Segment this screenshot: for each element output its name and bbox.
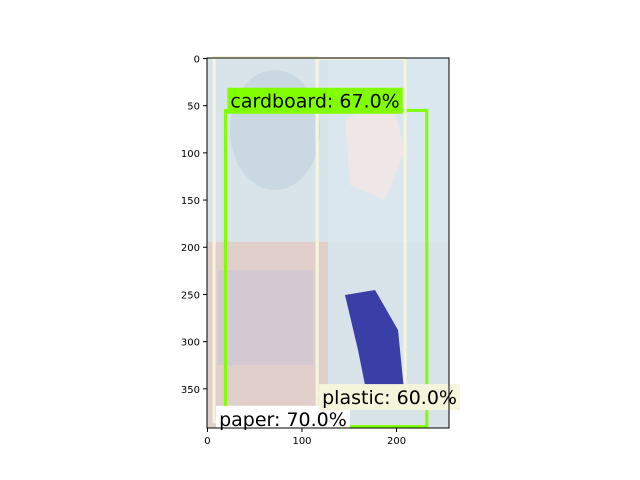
y-tick-label: 150 [181, 196, 200, 207]
y-tick-label: 350 [181, 385, 200, 396]
label-bg-paper [216, 405, 350, 432]
x-tick-label: 0 [204, 436, 210, 447]
y-tick-label: 50 [187, 102, 200, 113]
y-tick-label: 300 [181, 338, 200, 349]
label-bg-cardboard [227, 87, 403, 114]
x-tick-label: 100 [292, 436, 311, 447]
crumpled-paper-shape [345, 95, 405, 200]
foil-wrapper-shape [345, 290, 405, 410]
clamshell-container-shape [218, 270, 313, 365]
y-tick-label: 100 [181, 149, 200, 160]
label-bg-plastic [319, 384, 460, 411]
y-tick-label: 200 [181, 243, 200, 254]
label-paper: paper: 70.0% [219, 409, 347, 431]
label-cardboard: cardboard: 67.0% [230, 91, 399, 113]
axes: 0 100 200 0 50 100 150 200 250 300 350 [181, 54, 406, 447]
x-tick-label: 200 [387, 436, 406, 447]
label-plastic: plastic: 60.0% [322, 387, 457, 409]
axes-frame [206, 57, 450, 429]
y-tick-label: 0 [194, 54, 200, 65]
y-tick-label: 250 [181, 290, 200, 301]
